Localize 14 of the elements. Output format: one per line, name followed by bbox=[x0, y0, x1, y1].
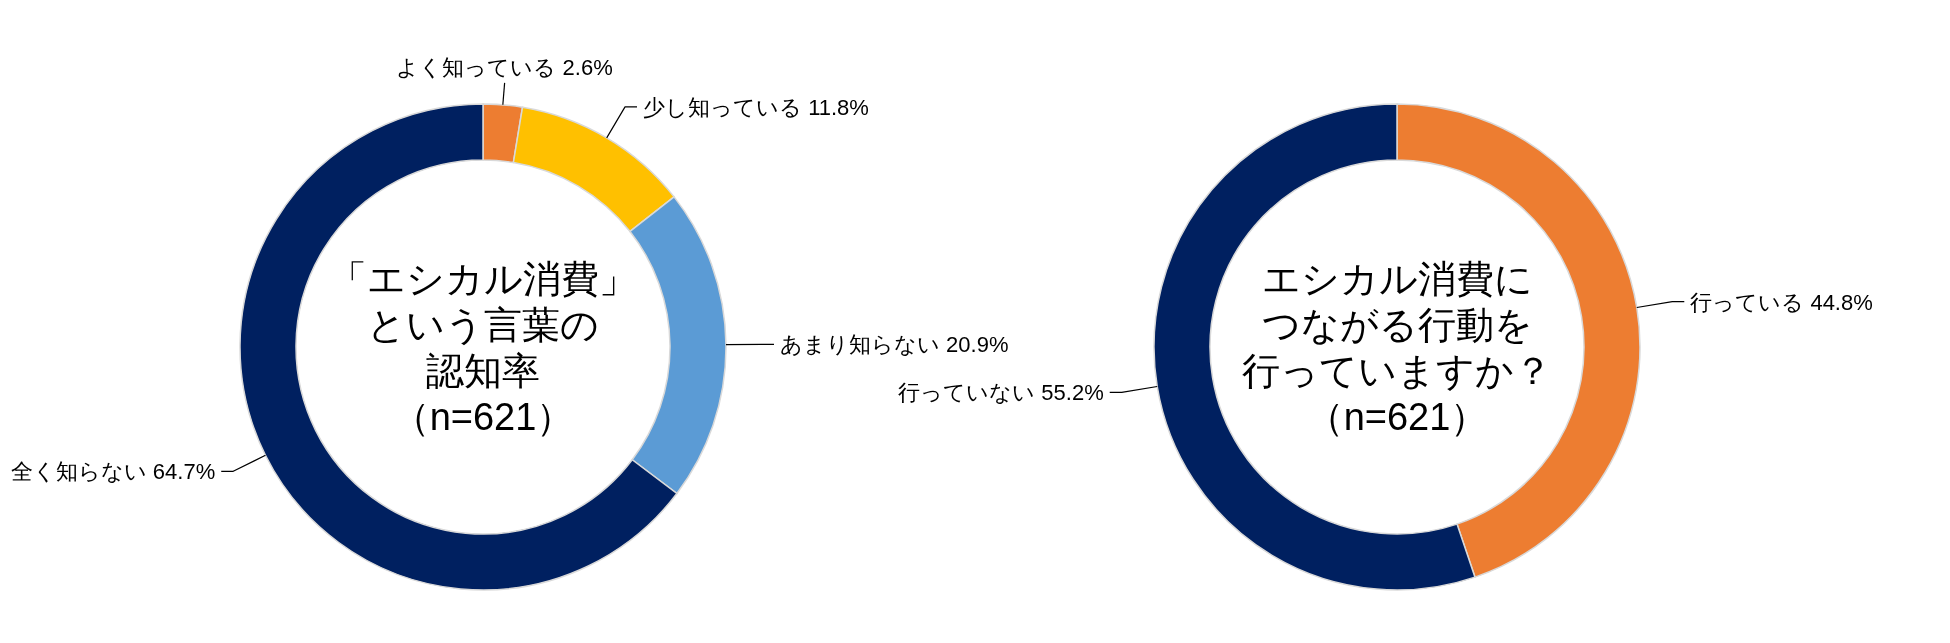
text: つながる行動を bbox=[1261, 304, 1533, 346]
text: エシカル消費に bbox=[1261, 258, 1533, 300]
text: 行っていますか？ bbox=[1242, 350, 1552, 392]
slice-label: あまり知らない 20.9% bbox=[779, 332, 1009, 358]
slice-label: 全く知らない 64.7% bbox=[10, 459, 216, 485]
text: （n=621） bbox=[391, 396, 575, 438]
slice-label: 少し知っている 11.8% bbox=[643, 94, 869, 120]
text: （n=621） bbox=[1305, 396, 1489, 438]
text: 「エシカル消費」 bbox=[329, 258, 637, 300]
slice-label: よく知っている 2.6% bbox=[396, 54, 613, 80]
text: という言葉の bbox=[367, 304, 599, 346]
slice-label: 行っている 44.8% bbox=[1690, 289, 1873, 315]
slice-label: 行っていない 55.2% bbox=[898, 380, 1104, 406]
text: 認知率 bbox=[426, 350, 540, 392]
